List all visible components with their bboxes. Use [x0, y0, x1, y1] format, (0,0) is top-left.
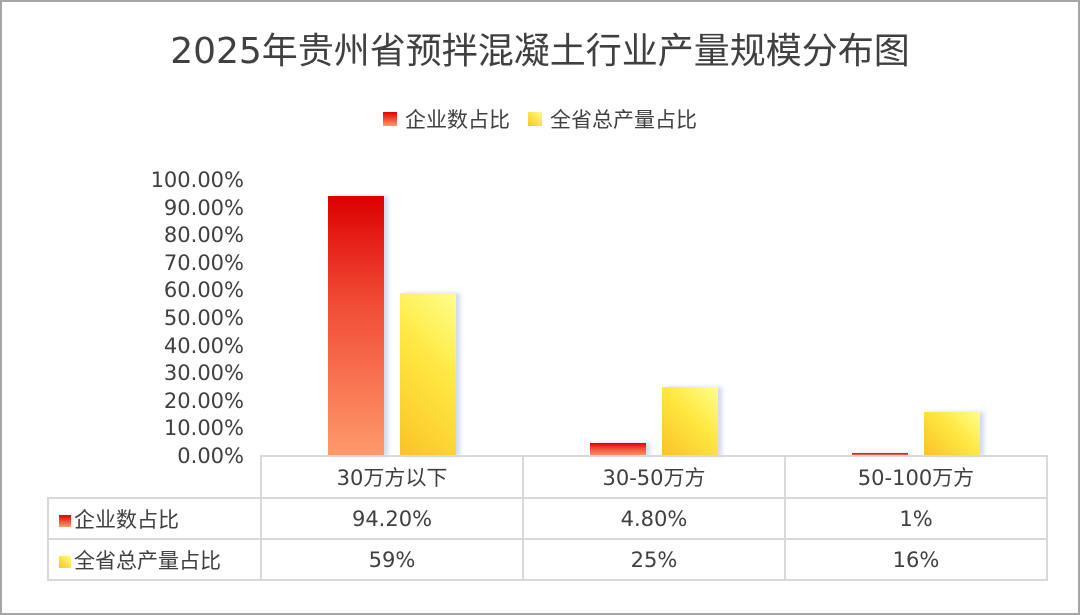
chart-title: 2025年贵州省预拌混凝土行业产量规模分布图 [170, 31, 910, 72]
table-cell: 25% [522, 538, 786, 581]
y-tick: 60.00% [163, 278, 244, 303]
bar-output-share[interactable] [924, 411, 980, 456]
y-tick: 80.00% [163, 223, 244, 248]
yellow-square-icon [59, 555, 71, 568]
red-square-icon [59, 514, 71, 527]
y-tick: 0.00% [177, 444, 244, 468]
table-cell: 1% [784, 497, 1048, 540]
y-tick: 20.00% [163, 388, 244, 413]
y-tick: 70.00% [163, 250, 244, 275]
chart-legend: 企业数占比 全省总产量占比 [0, 104, 1080, 134]
yellow-square-icon [528, 112, 542, 126]
bar-output-share[interactable] [662, 387, 718, 456]
row-label: 企业数占比 [47, 497, 262, 540]
row-label-text: 全省总产量占比 [74, 548, 221, 573]
table-corner [48, 456, 261, 498]
legend-item-output-share[interactable]: 全省总产量占比 [528, 104, 697, 134]
row-label-text: 企业数占比 [74, 507, 179, 532]
bar-enterprise-share[interactable] [590, 442, 646, 456]
y-tick: 30.00% [163, 361, 244, 386]
bar-enterprise-share[interactable] [852, 453, 908, 456]
y-tick: 40.00% [163, 333, 244, 358]
bar-output-share[interactable] [400, 293, 456, 456]
table-cell: 94.20% [260, 497, 524, 540]
bar-enterprise-share[interactable] [328, 196, 384, 456]
table-cell: 4.80% [522, 497, 786, 540]
table-row: 全省总产量占比 59% 25% 16% [47, 538, 1048, 581]
category-header: 30万方以下 [260, 455, 524, 499]
legend-label: 全省总产量占比 [550, 108, 697, 132]
category-header: 30-50万方 [522, 455, 786, 499]
table-row: 企业数占比 94.20% 4.80% 1% [47, 497, 1048, 540]
table-cell: 16% [784, 538, 1048, 581]
y-tick: 50.00% [163, 306, 244, 330]
category-header: 50-100万方 [784, 455, 1048, 499]
data-table: 30万方以下 30-50万方 50-100万方 企业数占比 94.20% 4.8… [47, 455, 1048, 581]
y-tick: 90.00% [163, 195, 244, 220]
red-square-icon [383, 112, 397, 126]
legend-item-enterprise-share[interactable]: 企业数占比 [383, 104, 510, 134]
row-label: 全省总产量占比 [47, 538, 262, 581]
legend-label: 企业数占比 [405, 108, 510, 132]
table-cell: 59% [260, 538, 524, 581]
y-tick: 100.00% [150, 168, 244, 192]
y-tick: 10.00% [163, 416, 244, 441]
